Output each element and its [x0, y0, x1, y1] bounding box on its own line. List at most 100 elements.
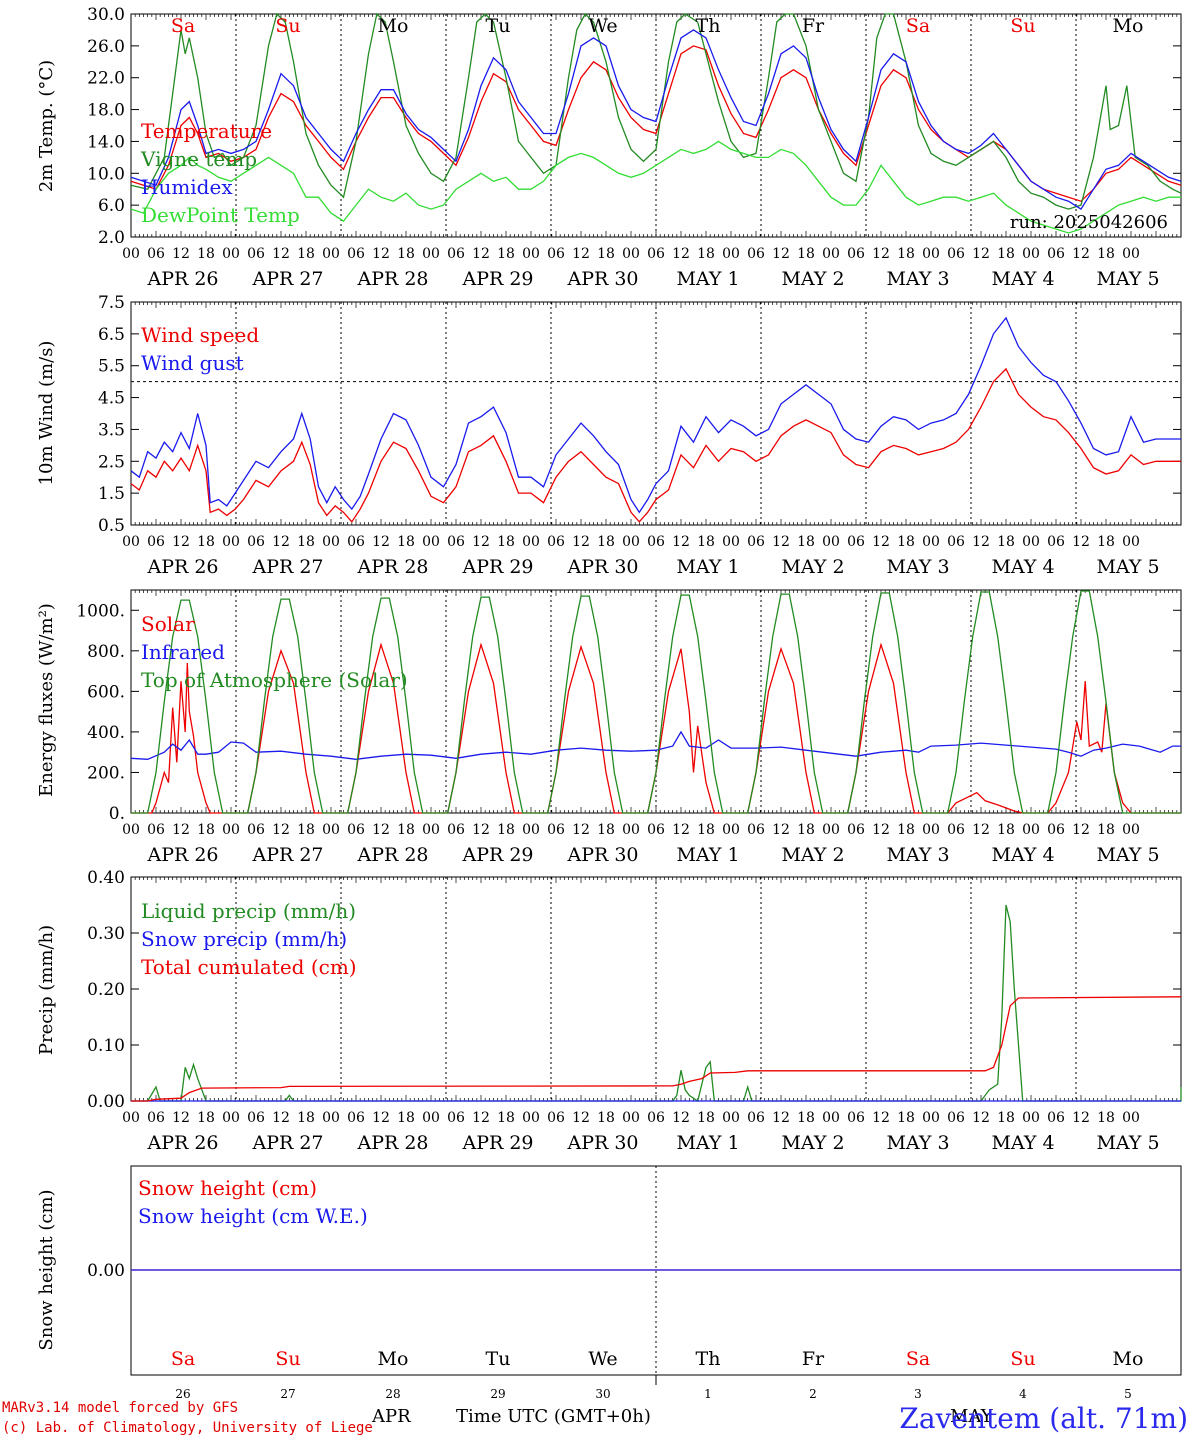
hour-tick-label: 00: [1122, 1110, 1140, 1126]
weekday-label: Su: [275, 15, 300, 37]
y-axis-label: Snow height (cm): [36, 1189, 57, 1350]
hour-tick-label: 06: [447, 1110, 465, 1126]
y-tick-label: 0.10: [87, 1036, 125, 1056]
weekday-label: Su: [275, 1348, 300, 1370]
y-axis-label: Energy fluxes (W/m²): [36, 603, 57, 797]
y-tick-label: 6.0: [98, 196, 125, 216]
hour-tick-label: 06: [347, 822, 365, 838]
bottom-day-number: 28: [385, 1387, 400, 1401]
hour-tick-label: 18: [497, 1110, 515, 1126]
hour-tick-label: 18: [897, 822, 915, 838]
day-label: APR 30: [566, 844, 638, 866]
hour-tick-label: 00: [522, 246, 540, 262]
hour-tick-label: 12: [672, 246, 690, 262]
day-label: APR 27: [251, 268, 323, 290]
legend-entry: Top of Atmosphere (Solar): [141, 668, 408, 692]
hour-tick-label: 18: [797, 1110, 815, 1126]
hour-tick-label: 18: [897, 1110, 915, 1126]
day-label: APR 29: [461, 556, 533, 578]
hour-tick-label: 00: [222, 246, 240, 262]
y-tick-label: 0.5: [98, 516, 125, 536]
hour-tick-label: 12: [372, 534, 390, 550]
hour-tick-label: 18: [297, 822, 315, 838]
hour-tick-label: 12: [1072, 246, 1090, 262]
hour-tick-label: 18: [197, 1110, 215, 1126]
hour-tick-label: 00: [622, 534, 640, 550]
y-axis-label: Precip (mm/h): [36, 925, 57, 1055]
hour-tick-label: 00: [422, 822, 440, 838]
day-label: MAY 4: [991, 556, 1054, 578]
hour-tick-label: 12: [572, 246, 590, 262]
run-label: run: 2025042606: [1010, 212, 1168, 233]
hour-tick-label: 00: [1122, 822, 1140, 838]
y-tick-label: 600.: [87, 682, 125, 702]
hour-tick-label: 00: [822, 534, 840, 550]
hour-tick-label: 06: [447, 534, 465, 550]
hour-tick-label: 00: [722, 246, 740, 262]
day-label: MAY 4: [991, 268, 1054, 290]
y-tick-label: 4.5: [98, 389, 125, 409]
bottom-day-number: 3: [914, 1387, 922, 1401]
hour-tick-label: 06: [147, 246, 165, 262]
hour-tick-label: 12: [572, 534, 590, 550]
weekday-label: Mo: [378, 1348, 409, 1370]
hour-tick-label: 00: [1022, 534, 1040, 550]
legend-entry: DewPoint Temp: [141, 203, 300, 227]
hour-tick-label: 12: [272, 534, 290, 550]
hour-tick-label: 00: [722, 1110, 740, 1126]
hour-tick-label: 12: [1072, 822, 1090, 838]
y-tick-label: 26.0: [87, 37, 125, 57]
hour-tick-label: 12: [672, 534, 690, 550]
hour-tick-label: 12: [772, 246, 790, 262]
hour-tick-label: 18: [1097, 822, 1115, 838]
hour-tick-label: 12: [872, 246, 890, 262]
hour-tick-label: 12: [472, 246, 490, 262]
hour-tick-label: 18: [697, 534, 715, 550]
hour-tick-label: 06: [147, 534, 165, 550]
hour-tick-label: 06: [947, 822, 965, 838]
y-axis-label: 2m Temp. (°C): [36, 60, 57, 192]
hour-tick-label: 06: [347, 534, 365, 550]
hour-tick-label: 18: [497, 246, 515, 262]
hour-tick-label: 00: [1022, 246, 1040, 262]
weekday-label: Mo: [1113, 15, 1144, 37]
weekday-label: We: [588, 15, 617, 37]
hour-tick-label: 00: [322, 246, 340, 262]
hour-tick-label: 06: [1047, 246, 1065, 262]
hour-tick-label: 06: [347, 246, 365, 262]
hour-tick-label: 06: [1047, 1110, 1065, 1126]
time-axis-label: Time UTC (GMT+0h): [456, 1406, 651, 1427]
weekday-label: Th: [696, 15, 721, 37]
hour-tick-label: 06: [447, 822, 465, 838]
bottom-day-number: 26: [175, 1387, 190, 1401]
hour-tick-label: 06: [247, 246, 265, 262]
legend-entry: Snow height (cm W.E.): [138, 1204, 368, 1228]
hour-tick-label: 18: [997, 822, 1015, 838]
hour-tick-label: 00: [822, 822, 840, 838]
bottom-day-number: 1: [704, 1387, 712, 1401]
hour-tick-label: 06: [447, 246, 465, 262]
y-tick-label: 1000.: [76, 601, 125, 621]
hour-tick-label: 06: [547, 246, 565, 262]
legend-entry: Snow height (cm): [138, 1176, 317, 1200]
bottom-day-number: 4: [1019, 1387, 1027, 1401]
hour-tick-label: 00: [1122, 534, 1140, 550]
hour-tick-label: 00: [422, 534, 440, 550]
y-tick-label: 22.0: [87, 69, 125, 89]
hour-tick-label: 12: [372, 1110, 390, 1126]
hour-tick-label: 06: [547, 1110, 565, 1126]
legend-entry: Snow precip (mm/h): [141, 927, 347, 951]
hour-tick-label: 12: [472, 534, 490, 550]
hour-tick-label: 06: [847, 822, 865, 838]
hour-tick-label: 06: [547, 534, 565, 550]
hour-tick-label: 12: [972, 246, 990, 262]
hour-tick-label: 12: [772, 1110, 790, 1126]
y-tick-label: 18.0: [87, 101, 125, 121]
legend-entry: Liquid precip (mm/h): [141, 899, 356, 923]
day-label: MAY 5: [1096, 268, 1159, 290]
day-label: MAY 5: [1096, 1132, 1159, 1154]
hour-tick-label: 06: [747, 1110, 765, 1126]
hour-tick-label: 06: [247, 1110, 265, 1126]
y-tick-label: 6.5: [98, 325, 125, 345]
